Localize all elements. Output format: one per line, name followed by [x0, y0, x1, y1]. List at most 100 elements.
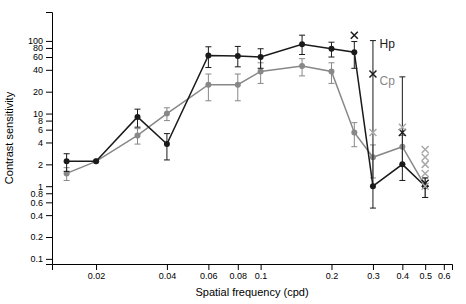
- cross-marker: [351, 32, 358, 39]
- plot-area: [64, 32, 429, 208]
- point: [205, 82, 211, 88]
- point: [328, 46, 334, 52]
- x-axis-tick: 0.6: [438, 264, 451, 281]
- x-axis-tick-mark: [331, 264, 332, 270]
- point: [328, 68, 334, 74]
- point: [93, 158, 99, 164]
- error-bar: [164, 134, 170, 160]
- x-axis-tick-mark: [425, 264, 426, 270]
- error-bar: [258, 49, 264, 69]
- error-bar: [328, 63, 334, 84]
- y-axis-tick: 20: [33, 87, 52, 97]
- cross-marker: [369, 71, 376, 78]
- annotation: Hp: [380, 37, 396, 51]
- y-axis-tick: 6: [38, 125, 52, 135]
- y-axis-tick-label: 0.4: [30, 211, 43, 221]
- y-axis-tick: 0.1: [30, 254, 52, 264]
- y-axis: 0.10.20.40.60.8124681020406080100: [28, 13, 53, 265]
- error-bar: [205, 47, 211, 68]
- point: [135, 132, 141, 138]
- error-bar: [422, 178, 428, 198]
- y-axis-tick-mark: [46, 92, 52, 93]
- point: [235, 53, 241, 59]
- x-axis-tick-mark: [261, 264, 262, 270]
- x-axis-tick: 0.02: [88, 264, 106, 281]
- y-axis-title: Contrast sensitivity: [3, 91, 15, 184]
- error-bar: [370, 41, 376, 208]
- y-axis-tick-mark: [46, 259, 52, 260]
- x-axis-tick: 0.08: [230, 264, 248, 281]
- x-axis-tick-mark: [208, 264, 209, 270]
- point: [93, 158, 99, 164]
- line: [67, 44, 426, 186]
- y-axis-tick-label: 40: [33, 65, 43, 75]
- x-axis-tick: 0.3: [367, 264, 380, 281]
- x-axis-tick-label: 0.08: [230, 271, 248, 281]
- series: [369, 124, 428, 190]
- point: [205, 52, 211, 58]
- y-axis-tick-mark: [46, 186, 52, 187]
- x-axis-tick-label: 0.2: [326, 271, 339, 281]
- cross-marker: [422, 183, 429, 190]
- y-axis-tick-label: 0.6: [30, 198, 43, 208]
- y-axis-tick-mark: [46, 237, 52, 238]
- y-axis-tick: 0.2: [30, 232, 52, 242]
- error-bar: [422, 178, 428, 198]
- chart: 0.02 0.04 0.06 0.08 0.1 0.2 0.3 0.4 0.5 0.6 0.1 0.2…: [0, 0, 466, 304]
- x-axis-tick-label: 0.5: [419, 271, 432, 281]
- point: [258, 54, 264, 60]
- series: [351, 32, 429, 187]
- y-axis-tick-mark: [46, 142, 52, 143]
- cross-marker: [422, 146, 429, 153]
- y-axis-tick-label: 2: [38, 160, 43, 170]
- x-axis-tick-mark: [444, 264, 445, 270]
- x-axis: 0.02 0.04 0.06 0.08 0.1 0.2 0.3 0.4 0.5 0.6: [53, 264, 453, 281]
- error-bar: [135, 129, 141, 144]
- error-bar: [64, 154, 70, 172]
- error-bar: [328, 42, 334, 57]
- y-axis-tick-mark: [46, 130, 52, 131]
- point: [399, 161, 405, 167]
- x-axis-tick: 0.2: [326, 264, 339, 281]
- y-axis-tick: 40: [33, 65, 52, 75]
- y-axis-tick-mark: [46, 202, 52, 203]
- y-axis-tick-mark: [46, 121, 52, 122]
- y-axis-tick-label: 20: [33, 87, 43, 97]
- error-bar: [235, 46, 241, 66]
- line: [67, 66, 426, 186]
- y-axis-tick: 4: [38, 138, 52, 148]
- x-axis-tick-mark: [167, 264, 168, 270]
- y-axis-tick-mark: [46, 57, 52, 58]
- cross-marker: [422, 161, 429, 168]
- x-axis-tick-label: 0.02: [88, 271, 106, 281]
- error-bar: [235, 74, 241, 101]
- y-axis-tick-label: 60: [33, 52, 43, 62]
- y-axis-tick: 0.4: [30, 211, 52, 221]
- y-axis-tick: 60: [33, 52, 52, 62]
- point: [64, 158, 70, 164]
- annotation: Cp: [380, 74, 396, 88]
- y-axis-tick-mark: [46, 70, 52, 71]
- point: [351, 49, 357, 55]
- x-axis-tick-label: 0.3: [367, 271, 380, 281]
- x-axis-tick: 0.06: [200, 264, 218, 281]
- x-axis-line: [53, 265, 453, 271]
- x-axis-title: Spatial frequency (cpd): [195, 286, 308, 298]
- x-axis-tick-label: 0.1: [255, 271, 268, 281]
- cross-marker: [422, 154, 429, 161]
- series: [64, 35, 429, 208]
- y-axis-tick-label: 10: [33, 109, 43, 119]
- y-axis-tick-label: 100: [28, 36, 43, 46]
- x-axis-tick-label: 0.06: [200, 271, 218, 281]
- y-axis-tick-label: 6: [38, 125, 43, 135]
- x-axis-tick: 0.5: [419, 264, 432, 281]
- y-axis-tick-label: 1: [38, 182, 43, 192]
- x-axis-tick: 0.4: [397, 264, 410, 281]
- cross-marker: [399, 124, 406, 131]
- y-axis-tick-mark: [46, 215, 52, 216]
- x-axis-tick-label: 0.04: [159, 271, 177, 281]
- error-bar: [351, 123, 357, 147]
- y-axis-tick: 10: [33, 109, 52, 119]
- y-axis-tick-mark: [46, 193, 52, 194]
- point: [370, 183, 376, 189]
